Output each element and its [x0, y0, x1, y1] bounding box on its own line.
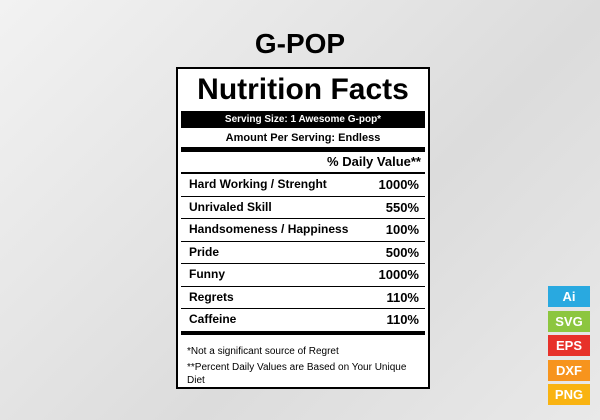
row-value: 1000%: [378, 267, 419, 282]
format-badge: EPS: [548, 335, 590, 356]
row-value: 110%: [386, 289, 419, 305]
row-label: Handsomeness / Happiness: [189, 222, 349, 236]
serving-size: Serving Size: 1 Awesome G-pop*: [181, 111, 425, 128]
nutrition-label: Nutrition Facts Serving Size: 1 Awesome …: [176, 67, 430, 389]
row: Funny 1000%: [181, 264, 425, 287]
title: G-POP: [254, 28, 346, 59]
row-value: 110%: [386, 312, 419, 327]
daily-value-header: % Daily Value**: [181, 152, 425, 174]
format-badge: DXF: [548, 359, 590, 381]
row: Handsomeness / Happiness 100%: [181, 219, 425, 242]
row-label: Caffeine: [189, 312, 237, 326]
row-value: 100%: [385, 222, 419, 237]
footnote: *Not a significant source of Regret: [187, 345, 339, 357]
row-label: Funny: [189, 267, 225, 281]
row: Unrivaled Skill 550%: [181, 197, 425, 219]
row: Hard Working / Strenght 1000%: [181, 174, 425, 197]
format-badge: PNG: [548, 384, 590, 405]
row: Pride 500%: [181, 242, 425, 264]
footnote: **Percent Daily Values are Based on Your…: [187, 361, 407, 386]
row: Regrets 110%: [181, 287, 425, 309]
row-value: 550%: [385, 199, 419, 215]
amount-per-serving: Amount Per Serving: Endless: [181, 129, 425, 152]
rows: Hard Working / Strenght 1000% Unrivaled Sk…: [181, 174, 425, 335]
row-label: Regrets: [189, 289, 234, 304]
row-label: Unrivaled Skill: [189, 199, 272, 214]
row: Caffeine 110%: [181, 309, 425, 331]
row-value: 500%: [385, 244, 419, 260]
footnotes: *Not a significant source of Regret **Per…: [181, 335, 425, 387]
row-value: 1000%: [378, 177, 419, 192]
row-label: Hard Working / Strenght: [189, 177, 327, 191]
format-badge: SVG: [548, 310, 590, 332]
format-badge: Ai: [548, 286, 590, 307]
row-label: Pride: [189, 244, 220, 259]
heading: Nutrition Facts: [197, 73, 409, 106]
